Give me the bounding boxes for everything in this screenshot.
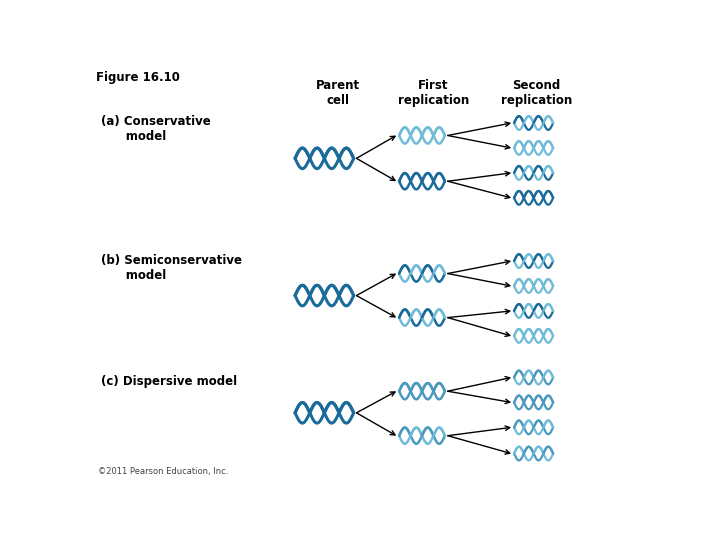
Text: Second
replication: Second replication — [501, 79, 572, 107]
Text: ©2011 Pearson Education, Inc.: ©2011 Pearson Education, Inc. — [99, 467, 229, 476]
Text: Figure 16.10: Figure 16.10 — [96, 71, 179, 84]
Text: (b) Semiconservative
      model: (b) Semiconservative model — [101, 254, 242, 282]
Text: (a) Conservative
      model: (a) Conservative model — [101, 114, 211, 143]
Text: First
replication: First replication — [397, 79, 469, 107]
Text: Parent
cell: Parent cell — [316, 79, 361, 107]
Text: (c) Dispersive model: (c) Dispersive model — [101, 375, 238, 388]
